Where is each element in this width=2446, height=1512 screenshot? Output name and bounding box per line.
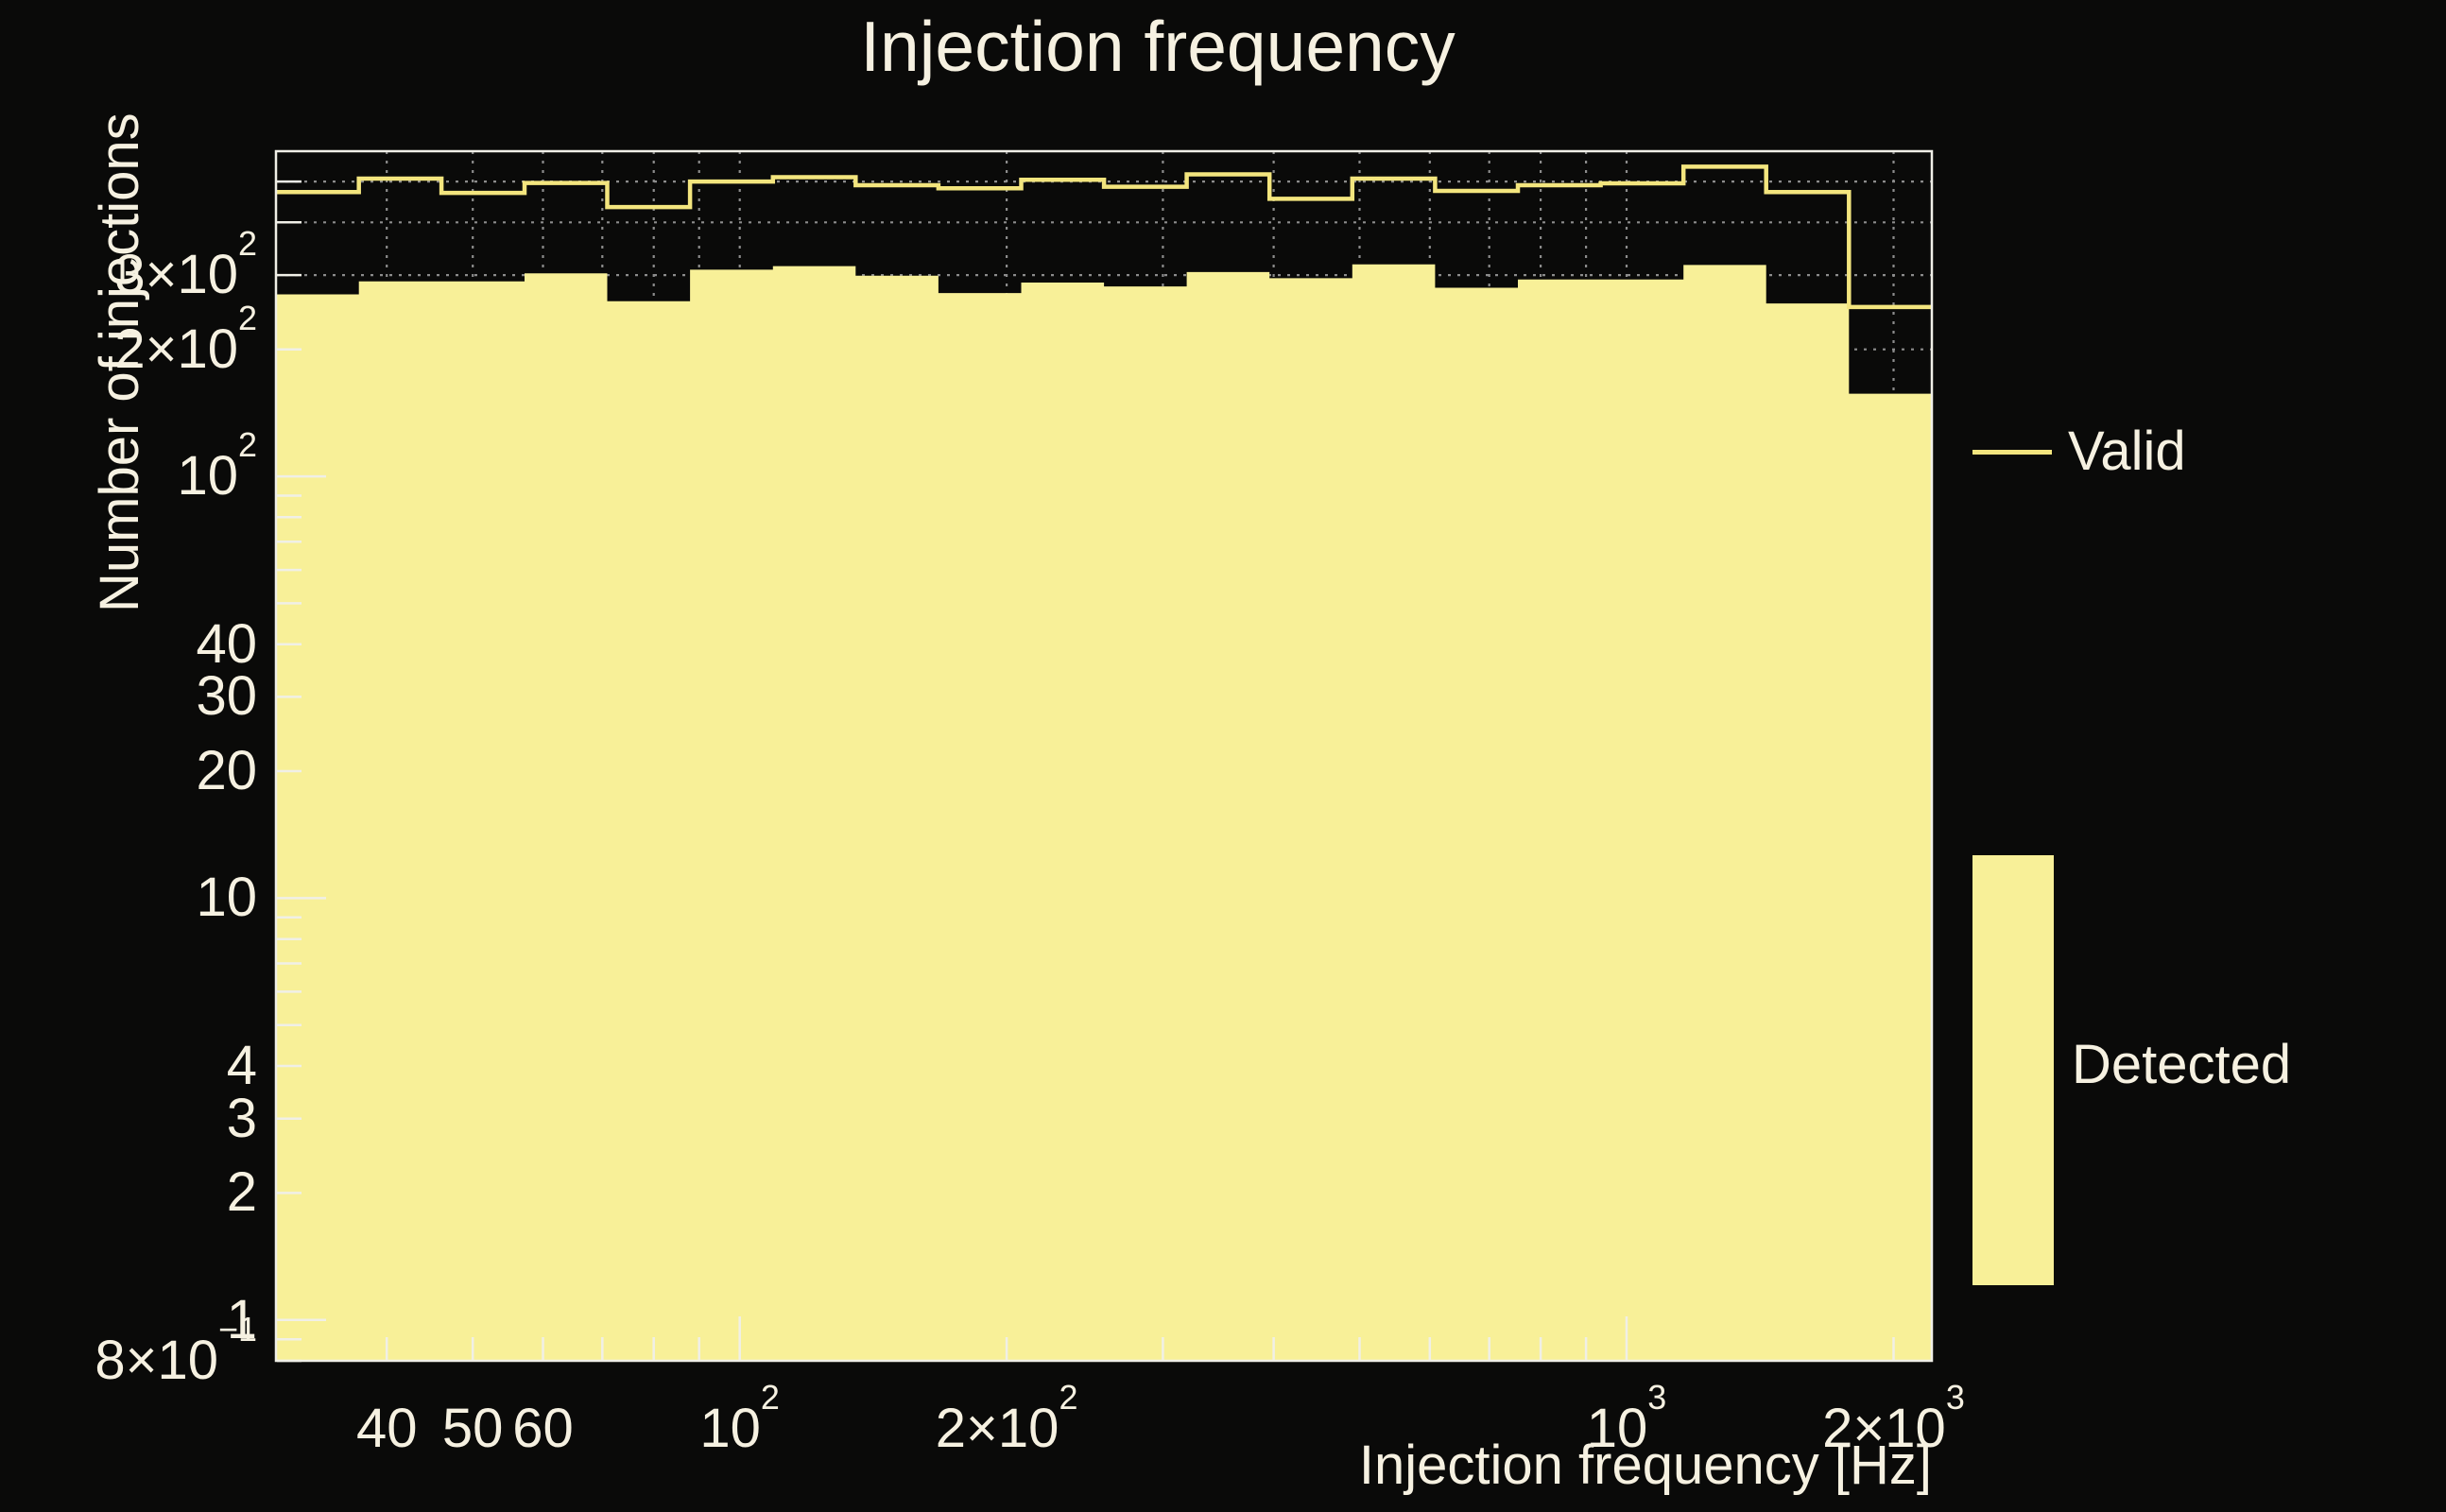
y-tick-label: 20: [196, 740, 257, 802]
x-tick-label: 60: [512, 1398, 574, 1459]
x-tick-label: 102: [699, 1377, 780, 1459]
y-tick-label: 3: [226, 1087, 257, 1149]
y-tick-label: 2×102: [114, 298, 257, 380]
x-tick-label: 40: [355, 1398, 418, 1459]
legend-label-detected: Detected: [2072, 1034, 2292, 1095]
plot-title: Injection frequency: [860, 7, 1456, 86]
x-tick-label: 2×102: [935, 1377, 1078, 1459]
detected-box-swatch: [1972, 855, 2054, 1285]
y-tick-label: 30: [196, 665, 257, 728]
x-tick-label: 50: [441, 1398, 504, 1459]
y-tick-label: 102: [177, 424, 257, 507]
x-tick-label: 103: [1586, 1377, 1667, 1459]
y-tick-label: 8×10−1: [95, 1309, 257, 1391]
y-tick-label: 3×102: [114, 224, 257, 306]
x-axis-title: Injection frequency [Hz]: [1358, 1435, 1932, 1496]
y-tick-label: 1: [226, 1288, 257, 1350]
y-tick-label: 2: [226, 1161, 257, 1224]
x-tick-label: 2×103: [1822, 1377, 1965, 1459]
y-tick-label: 40: [196, 612, 257, 675]
y-tick-label: 4: [226, 1035, 257, 1097]
legend-label-valid: Valid: [2068, 421, 2186, 482]
valid-line-swatch: [1972, 450, 2052, 455]
y-tick-label: 10: [196, 867, 257, 929]
